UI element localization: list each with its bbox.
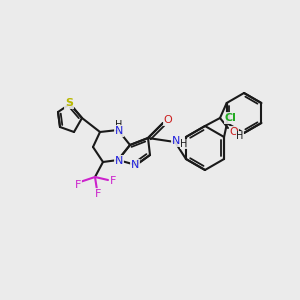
Text: F: F (95, 189, 101, 199)
Text: S: S (65, 98, 73, 108)
Text: N: N (131, 160, 139, 170)
Text: N: N (172, 136, 180, 146)
Text: O: O (230, 127, 238, 137)
Text: Cl: Cl (224, 113, 236, 123)
Text: H: H (236, 131, 244, 141)
Text: O: O (164, 115, 172, 125)
Text: F: F (110, 176, 116, 186)
Text: H: H (180, 139, 188, 149)
Text: F: F (75, 180, 81, 190)
Text: N: N (115, 156, 123, 166)
Text: H: H (115, 120, 123, 130)
Text: N: N (115, 126, 123, 136)
